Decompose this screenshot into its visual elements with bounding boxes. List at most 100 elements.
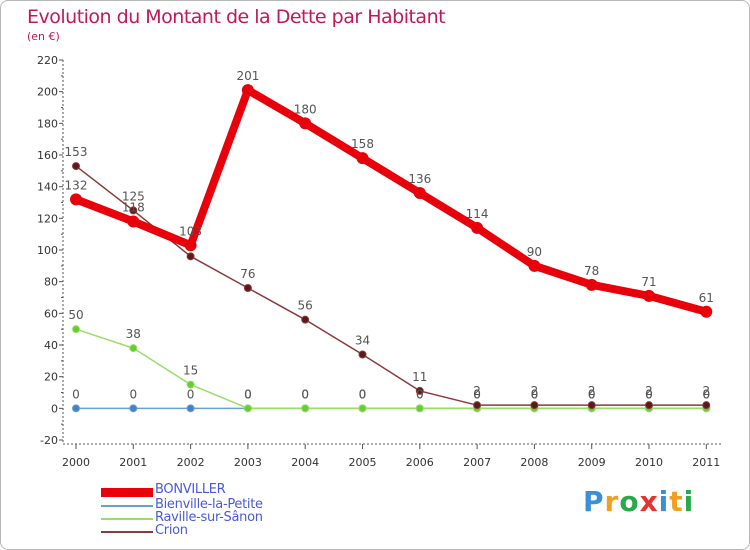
x-tick-label: 2006 xyxy=(406,456,434,469)
data-label: 2 xyxy=(531,384,539,398)
data-label: 0 xyxy=(416,387,424,401)
data-label: 125 xyxy=(122,189,145,203)
data-label: 114 xyxy=(466,207,489,221)
y-tick-label: 80 xyxy=(44,276,58,289)
logo-letter: o xyxy=(619,485,640,518)
data-point xyxy=(72,325,80,334)
data-label: 0 xyxy=(702,387,710,401)
legend-label: Crion xyxy=(155,523,188,538)
logo-letter: i xyxy=(658,485,670,518)
data-point xyxy=(184,239,197,252)
data-label: 2 xyxy=(473,384,481,398)
y-tick-label: 120 xyxy=(37,212,58,225)
data-point xyxy=(186,380,195,389)
data-point xyxy=(243,404,252,413)
legend-label: Raville-sur-Sânon xyxy=(155,510,263,525)
data-label: 118 xyxy=(122,201,145,215)
x-tick-label: 2010 xyxy=(635,456,663,469)
x-tick-label: 2003 xyxy=(234,456,262,469)
y-tick-label: 40 xyxy=(44,339,58,352)
data-point xyxy=(186,252,195,261)
data-label: 76 xyxy=(240,267,255,281)
data-label: 0 xyxy=(702,387,710,401)
legend-swatch xyxy=(101,518,153,520)
legend-swatch xyxy=(101,531,153,533)
data-point xyxy=(129,206,138,215)
legend-swatch xyxy=(101,505,153,507)
data-point xyxy=(530,401,539,410)
data-label: 0 xyxy=(588,387,596,401)
data-label: 132 xyxy=(65,178,88,192)
x-tick-label: 2008 xyxy=(520,456,548,469)
data-label: 2 xyxy=(702,384,710,398)
data-label: 2 xyxy=(588,384,596,398)
data-point xyxy=(413,187,426,199)
series-line-3 xyxy=(75,165,708,406)
data-label: 0 xyxy=(129,387,137,401)
data-label: 103 xyxy=(179,224,202,238)
data-label: 78 xyxy=(584,264,599,278)
logo-letter: x xyxy=(639,485,659,518)
y-tick-label: -20 xyxy=(40,434,58,447)
data-point xyxy=(241,84,254,97)
x-tick-label: 2011 xyxy=(692,456,720,469)
chart-title: Evolution du Montant de la Dette par Hab… xyxy=(27,6,446,28)
y-tick-label: 60 xyxy=(44,307,58,320)
series-line-2 xyxy=(75,328,708,410)
data-point xyxy=(528,259,541,272)
data-point xyxy=(645,401,653,410)
data-point xyxy=(643,289,655,302)
y-tick-label: 20 xyxy=(44,371,58,384)
x-tick-label: 2004 xyxy=(291,456,319,469)
data-point xyxy=(72,162,80,171)
x-tick-label: 2002 xyxy=(177,456,205,469)
data-label: 34 xyxy=(355,334,370,348)
data-label: 201 xyxy=(236,69,259,83)
x-tick-label: 2009 xyxy=(578,456,606,469)
data-label: 0 xyxy=(473,387,481,401)
data-label: 71 xyxy=(641,275,656,289)
logo-letter: P xyxy=(583,485,605,518)
data-point xyxy=(127,215,140,228)
y-tick-label: 200 xyxy=(37,86,58,99)
data-point xyxy=(585,278,598,291)
data-point xyxy=(301,315,310,324)
data-label: 0 xyxy=(301,387,309,401)
data-label: 0 xyxy=(187,387,195,401)
data-label: 56 xyxy=(298,299,313,313)
data-label: 158 xyxy=(351,137,374,151)
data-label: 11 xyxy=(412,370,427,384)
data-point xyxy=(415,386,424,395)
data-point xyxy=(700,305,713,318)
data-label: 90 xyxy=(527,245,542,259)
y-tick-label: 0 xyxy=(51,402,58,415)
legend-label: BONVILLER xyxy=(155,482,226,497)
data-label: 0 xyxy=(244,387,252,401)
data-point xyxy=(70,193,82,206)
data-label: 0 xyxy=(588,387,596,401)
data-point xyxy=(129,404,138,413)
data-point xyxy=(72,404,80,413)
data-point xyxy=(186,404,195,413)
data-label: 136 xyxy=(408,172,431,186)
data-label: 0 xyxy=(473,387,481,401)
y-tick-label: 220 xyxy=(37,54,58,67)
data-label: 0 xyxy=(359,387,367,401)
chart-subtitle: (en €) xyxy=(27,30,60,43)
data-label: 0 xyxy=(301,387,309,401)
data-label: 0 xyxy=(531,387,539,401)
data-label: 0 xyxy=(531,387,539,401)
series-line-0 xyxy=(72,86,711,316)
x-tick-label: 2005 xyxy=(349,456,377,469)
x-tick-label: 2007 xyxy=(463,456,491,469)
legend-swatch xyxy=(101,488,153,497)
data-point xyxy=(415,404,424,413)
data-label: 38 xyxy=(126,327,141,341)
data-point xyxy=(129,344,138,353)
data-label: 180 xyxy=(294,102,317,116)
data-label: 0 xyxy=(645,387,653,401)
y-tick-label: 180 xyxy=(37,117,58,130)
data-label: 0 xyxy=(645,387,653,401)
data-point xyxy=(356,152,369,165)
